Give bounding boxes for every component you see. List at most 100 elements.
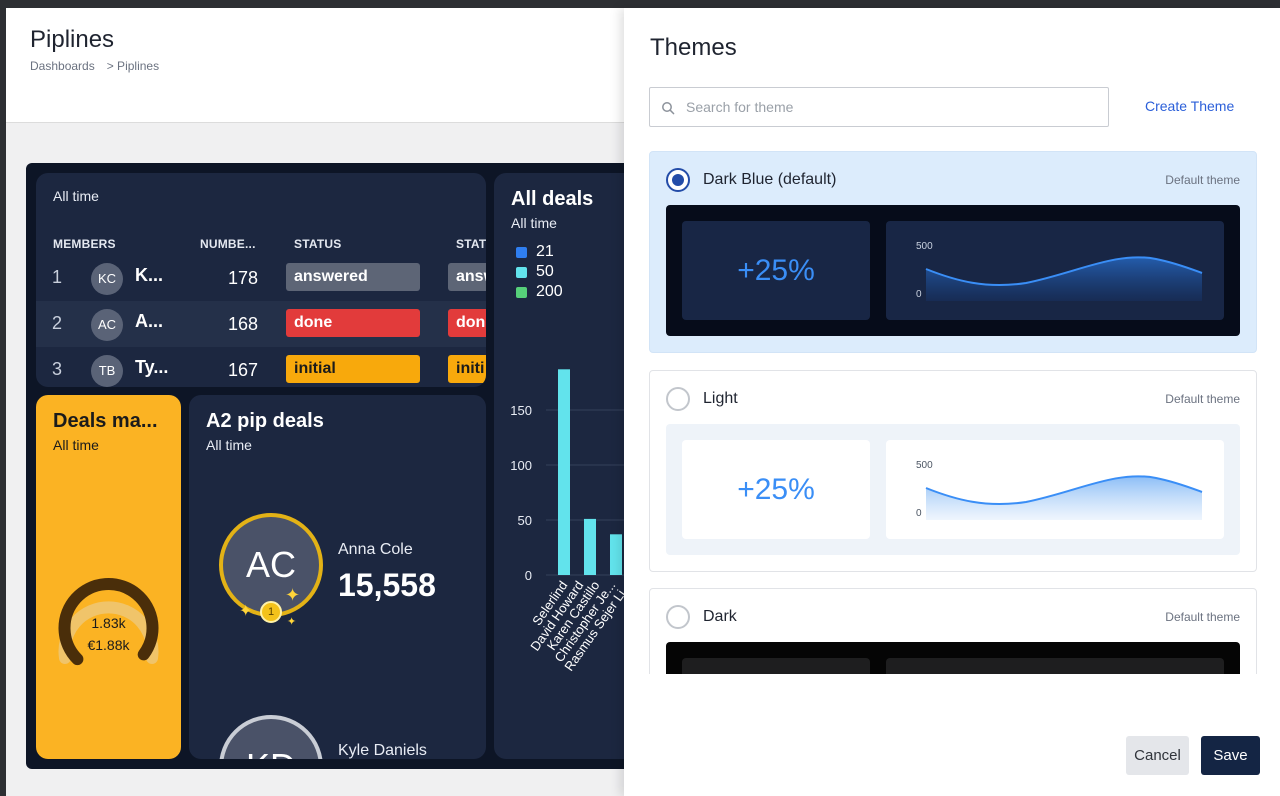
preview-chart: 500 0 xyxy=(886,221,1224,320)
top-performer-name: Anna Cole xyxy=(338,541,413,558)
bar-karen-castillo[interactable] xyxy=(610,534,622,575)
y-tick-label: 50 xyxy=(518,513,532,528)
row-rank: 3 xyxy=(52,359,63,379)
theme-preview xyxy=(666,642,1240,674)
status-badge: answered xyxy=(286,263,420,291)
sparkle-icon: ✦ xyxy=(285,585,301,605)
theme-list: Dark Blue (default) Default theme +25% xyxy=(649,151,1257,674)
theme-option-dark-blue[interactable]: Dark Blue (default) Default theme +25% xyxy=(649,151,1257,353)
preview-kpi: +25% xyxy=(682,440,870,539)
status-badge-2: don xyxy=(448,309,486,337)
legend-label: 50 xyxy=(536,263,554,280)
column-header-members[interactable]: MEMBERS xyxy=(53,237,116,251)
dashboard-canvas: All time MEMBERS NUMBE... STATUS STAT 1 … xyxy=(26,163,646,769)
preview-chart: 500 0 xyxy=(886,440,1224,539)
legend-label: 21 xyxy=(536,243,554,260)
theme-radio[interactable] xyxy=(666,387,690,411)
theme-radio[interactable] xyxy=(666,605,690,629)
legend-item[interactable]: 50 xyxy=(516,263,554,281)
pip-deals-title: A2 pip deals xyxy=(206,410,324,432)
gauge-fill xyxy=(58,578,159,666)
gauge-chart xyxy=(58,578,159,666)
second-performer-name: Kyle Daniels xyxy=(338,742,427,759)
gauge-value: 1.83k xyxy=(91,615,126,631)
bar-david-howard[interactable] xyxy=(584,518,596,575)
page-header: Piplines Dashboards > Piplines xyxy=(6,8,646,123)
preview-area-chart xyxy=(925,475,1203,520)
page-title: Piplines xyxy=(30,26,115,53)
table-row: 2 AC A... 168 done don xyxy=(36,301,486,347)
preview-axis-min: 0 xyxy=(916,289,922,300)
cancel-button[interactable]: Cancel xyxy=(1126,736,1189,775)
member-number: 178 xyxy=(227,268,258,288)
rank-medal: 1 xyxy=(260,601,282,623)
legend-label: 200 xyxy=(536,283,563,300)
member-number: 167 xyxy=(227,360,258,380)
member-name: A... xyxy=(135,311,164,331)
bar-selerlind[interactable] xyxy=(558,369,570,575)
breadcrumb-dashboards[interactable]: Dashboards xyxy=(30,59,95,73)
themes-panel: Themes Create Theme Dark Blue (default) … xyxy=(624,8,1280,796)
save-button[interactable]: Save xyxy=(1201,736,1260,775)
legend-item[interactable]: 21 xyxy=(516,243,554,261)
leaderboard-subtitle: All time xyxy=(53,188,99,204)
status-badge: initial xyxy=(286,355,420,383)
status-badge-2: answ xyxy=(448,263,486,291)
sparkle-icon: ✦ xyxy=(287,616,297,628)
column-header-status[interactable]: STATUS xyxy=(294,237,342,251)
panel-footer: Cancel Save xyxy=(624,715,1280,796)
breadcrumb-current: > Piplines xyxy=(106,59,160,73)
theme-radio[interactable] xyxy=(666,168,690,192)
gauge-money: €1.88k xyxy=(87,637,130,653)
deals-made-subtitle: All time xyxy=(53,437,99,453)
avatar: KC xyxy=(91,263,123,295)
status-badge: done xyxy=(286,309,420,337)
member-name: Ty... xyxy=(135,357,169,377)
second-performer-avatar: KD xyxy=(219,715,323,759)
table-row: 3 TB Ty... 167 initial initi xyxy=(36,347,486,387)
theme-name: Light xyxy=(703,390,738,407)
search-box xyxy=(649,87,1109,127)
preview-kpi: +25% xyxy=(682,221,870,320)
theme-name: Dark Blue (default) xyxy=(703,171,837,188)
create-theme-link[interactable]: Create Theme xyxy=(1145,98,1235,114)
all-deals-subtitle: All time xyxy=(511,215,557,231)
column-header-status-2[interactable]: STAT xyxy=(456,237,486,251)
top-performer-value: 15,558 xyxy=(338,567,436,603)
preview-axis-max: 500 xyxy=(916,460,933,471)
preview-chart xyxy=(886,658,1224,674)
theme-tag: Default theme xyxy=(1165,173,1240,187)
preview-kpi xyxy=(682,658,870,674)
top-performer-avatar: AC xyxy=(219,513,323,617)
deals-made-title: Deals ma... xyxy=(53,410,158,432)
table-row: 1 KC K... 178 answered answ xyxy=(36,255,486,301)
legend-swatch xyxy=(516,286,527,298)
y-tick-label: 100 xyxy=(510,458,532,473)
row-rank: 1 xyxy=(52,267,63,287)
theme-preview: +25% 500 0 xyxy=(666,205,1240,336)
avatar: AC xyxy=(91,309,123,341)
search-icon xyxy=(662,102,675,115)
all-deals-title: All deals xyxy=(511,188,594,210)
legend-item[interactable]: 200 xyxy=(516,283,563,301)
legend-swatch xyxy=(516,266,527,278)
y-tick-label: 150 xyxy=(510,403,532,418)
y-tick-label: 0 xyxy=(525,568,532,583)
member-name: K... xyxy=(135,265,164,285)
preview-area-chart xyxy=(925,256,1203,301)
preview-axis-max: 500 xyxy=(916,241,933,252)
deals-made-card: Deals ma... All time 1.83k €1.88k xyxy=(36,395,181,759)
member-number: 168 xyxy=(227,314,258,334)
preview-axis-min: 0 xyxy=(916,508,922,519)
row-rank: 2 xyxy=(52,313,63,333)
sparkle-icon: ✦ xyxy=(239,603,253,620)
panel-title: Themes xyxy=(650,34,737,61)
column-header-number[interactable]: NUMBE... xyxy=(200,237,256,251)
search-input[interactable] xyxy=(686,88,1096,126)
theme-name: Dark xyxy=(703,608,737,625)
theme-option-light[interactable]: Light Default theme +25% xyxy=(649,370,1257,572)
theme-preview: +25% 500 0 xyxy=(666,424,1240,555)
theme-option-dark[interactable]: Dark Default theme xyxy=(649,588,1257,674)
legend-swatch xyxy=(516,246,527,258)
